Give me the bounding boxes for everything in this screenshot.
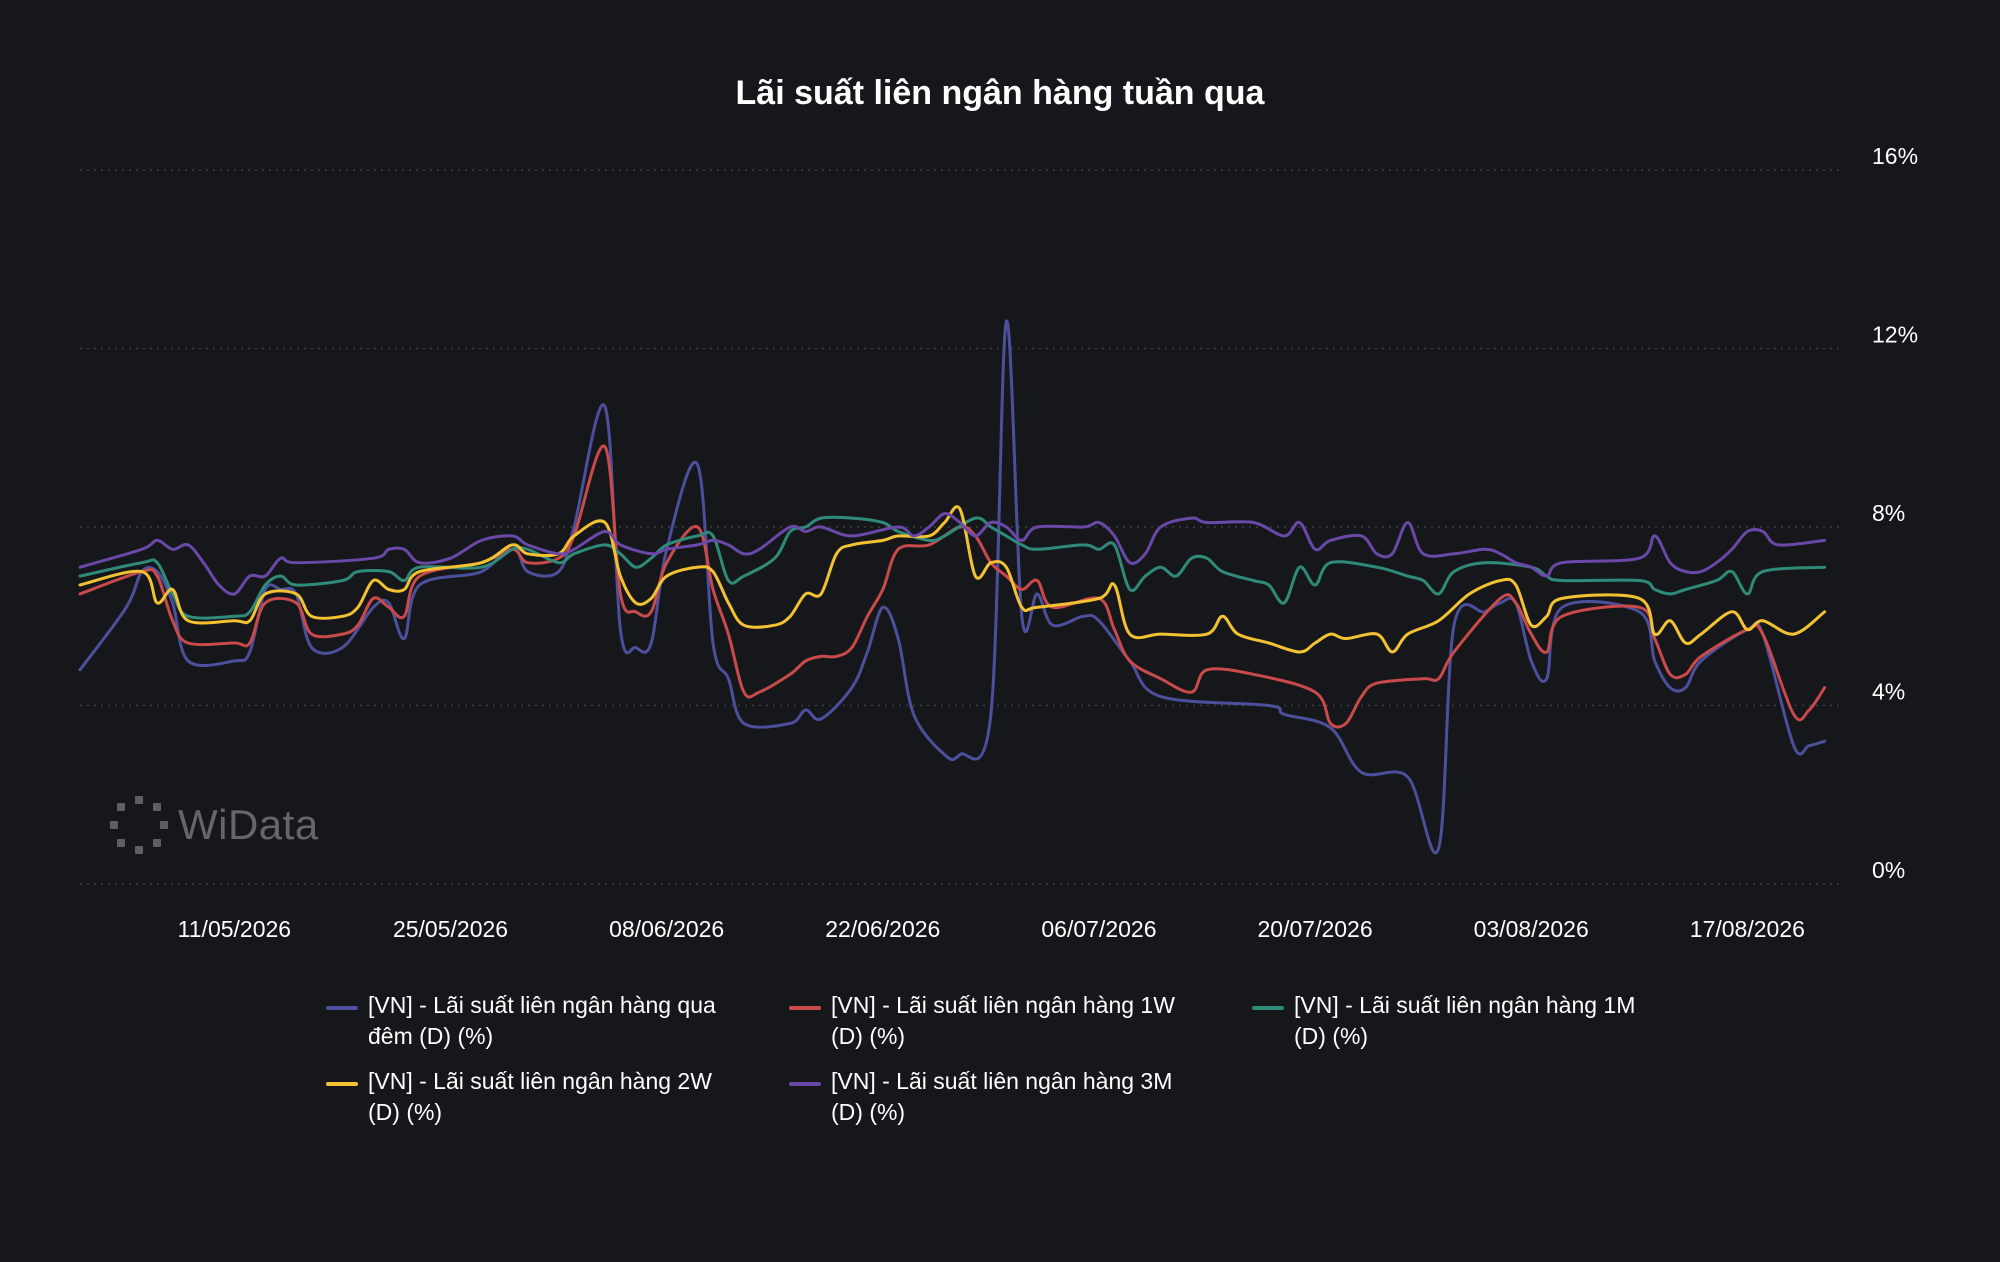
legend-swatch xyxy=(326,1082,358,1086)
x-tick-label: 11/05/2026 xyxy=(178,916,291,942)
x-tick-label: 06/07/2026 xyxy=(1041,916,1156,942)
legend-swatch xyxy=(789,1082,821,1086)
series-line-3 xyxy=(78,515,1827,620)
y-tick-label: 8% xyxy=(1872,500,1905,526)
series-lines xyxy=(78,319,1827,855)
widata-logo-icon xyxy=(110,796,168,854)
series-line-2 xyxy=(78,444,1827,729)
watermark-logo: WiData xyxy=(110,796,319,854)
x-tick-label: 08/06/2026 xyxy=(609,916,724,942)
y-tick-label: 16% xyxy=(1872,143,1918,169)
y-tick-label: 0% xyxy=(1872,857,1905,883)
chart-title: Lãi suất liên ngân hàng tuần qua xyxy=(735,74,1265,112)
series-line-1 xyxy=(78,319,1827,855)
legend-item-1[interactable]: [VN] - Lãi suất liên ngân hàng qua đêm (… xyxy=(326,990,738,1052)
x-tick-label: 25/05/2026 xyxy=(393,916,508,942)
legend-label: [VN] - Lãi suất liên ngân hàng 1M (D) (%… xyxy=(1294,992,1636,1049)
y-tick-label: 12% xyxy=(1872,322,1918,348)
legend-item-4[interactable]: [VN] - Lãi suất liên ngân hàng 2W (D) (%… xyxy=(326,1066,738,1128)
x-tick-label: 20/07/2026 xyxy=(1258,916,1373,942)
x-tick-label: 22/06/2026 xyxy=(825,916,940,942)
series-line-4 xyxy=(78,505,1827,654)
legend-swatch xyxy=(326,1006,358,1010)
legend-item-3[interactable]: [VN] - Lãi suất liên ngân hàng 1M (D) (%… xyxy=(1252,990,1664,1052)
legend-label: [VN] - Lãi suất liên ngân hàng 2W (D) (%… xyxy=(368,1068,712,1125)
legend-label: [VN] - Lãi suất liên ngân hàng 3M (D) (%… xyxy=(831,1068,1173,1125)
y-axis-ticks: 16% 12% 8% 4% 0% xyxy=(1872,143,1918,883)
x-tick-label: 03/08/2026 xyxy=(1474,916,1589,942)
x-tick-label: 17/08/2026 xyxy=(1690,916,1805,942)
legend-swatch xyxy=(1252,1006,1284,1010)
y-tick-label: 4% xyxy=(1872,679,1905,705)
legend-label: [VN] - Lãi suất liên ngân hàng 1W (D) (%… xyxy=(831,992,1175,1049)
legend-item-5[interactable]: [VN] - Lãi suất liên ngân hàng 3M (D) (%… xyxy=(789,1066,1201,1128)
legend-item-2[interactable]: [VN] - Lãi suất liên ngân hàng 1W (D) (%… xyxy=(789,990,1201,1052)
legend-swatch xyxy=(789,1006,821,1010)
series-line-5 xyxy=(78,512,1827,596)
legend-label: [VN] - Lãi suất liên ngân hàng qua đêm (… xyxy=(368,992,716,1049)
watermark-text: WiData xyxy=(178,801,319,848)
x-axis-ticks: 11/05/2026 25/05/2026 08/06/2026 22/06/2026… xyxy=(178,916,1805,942)
